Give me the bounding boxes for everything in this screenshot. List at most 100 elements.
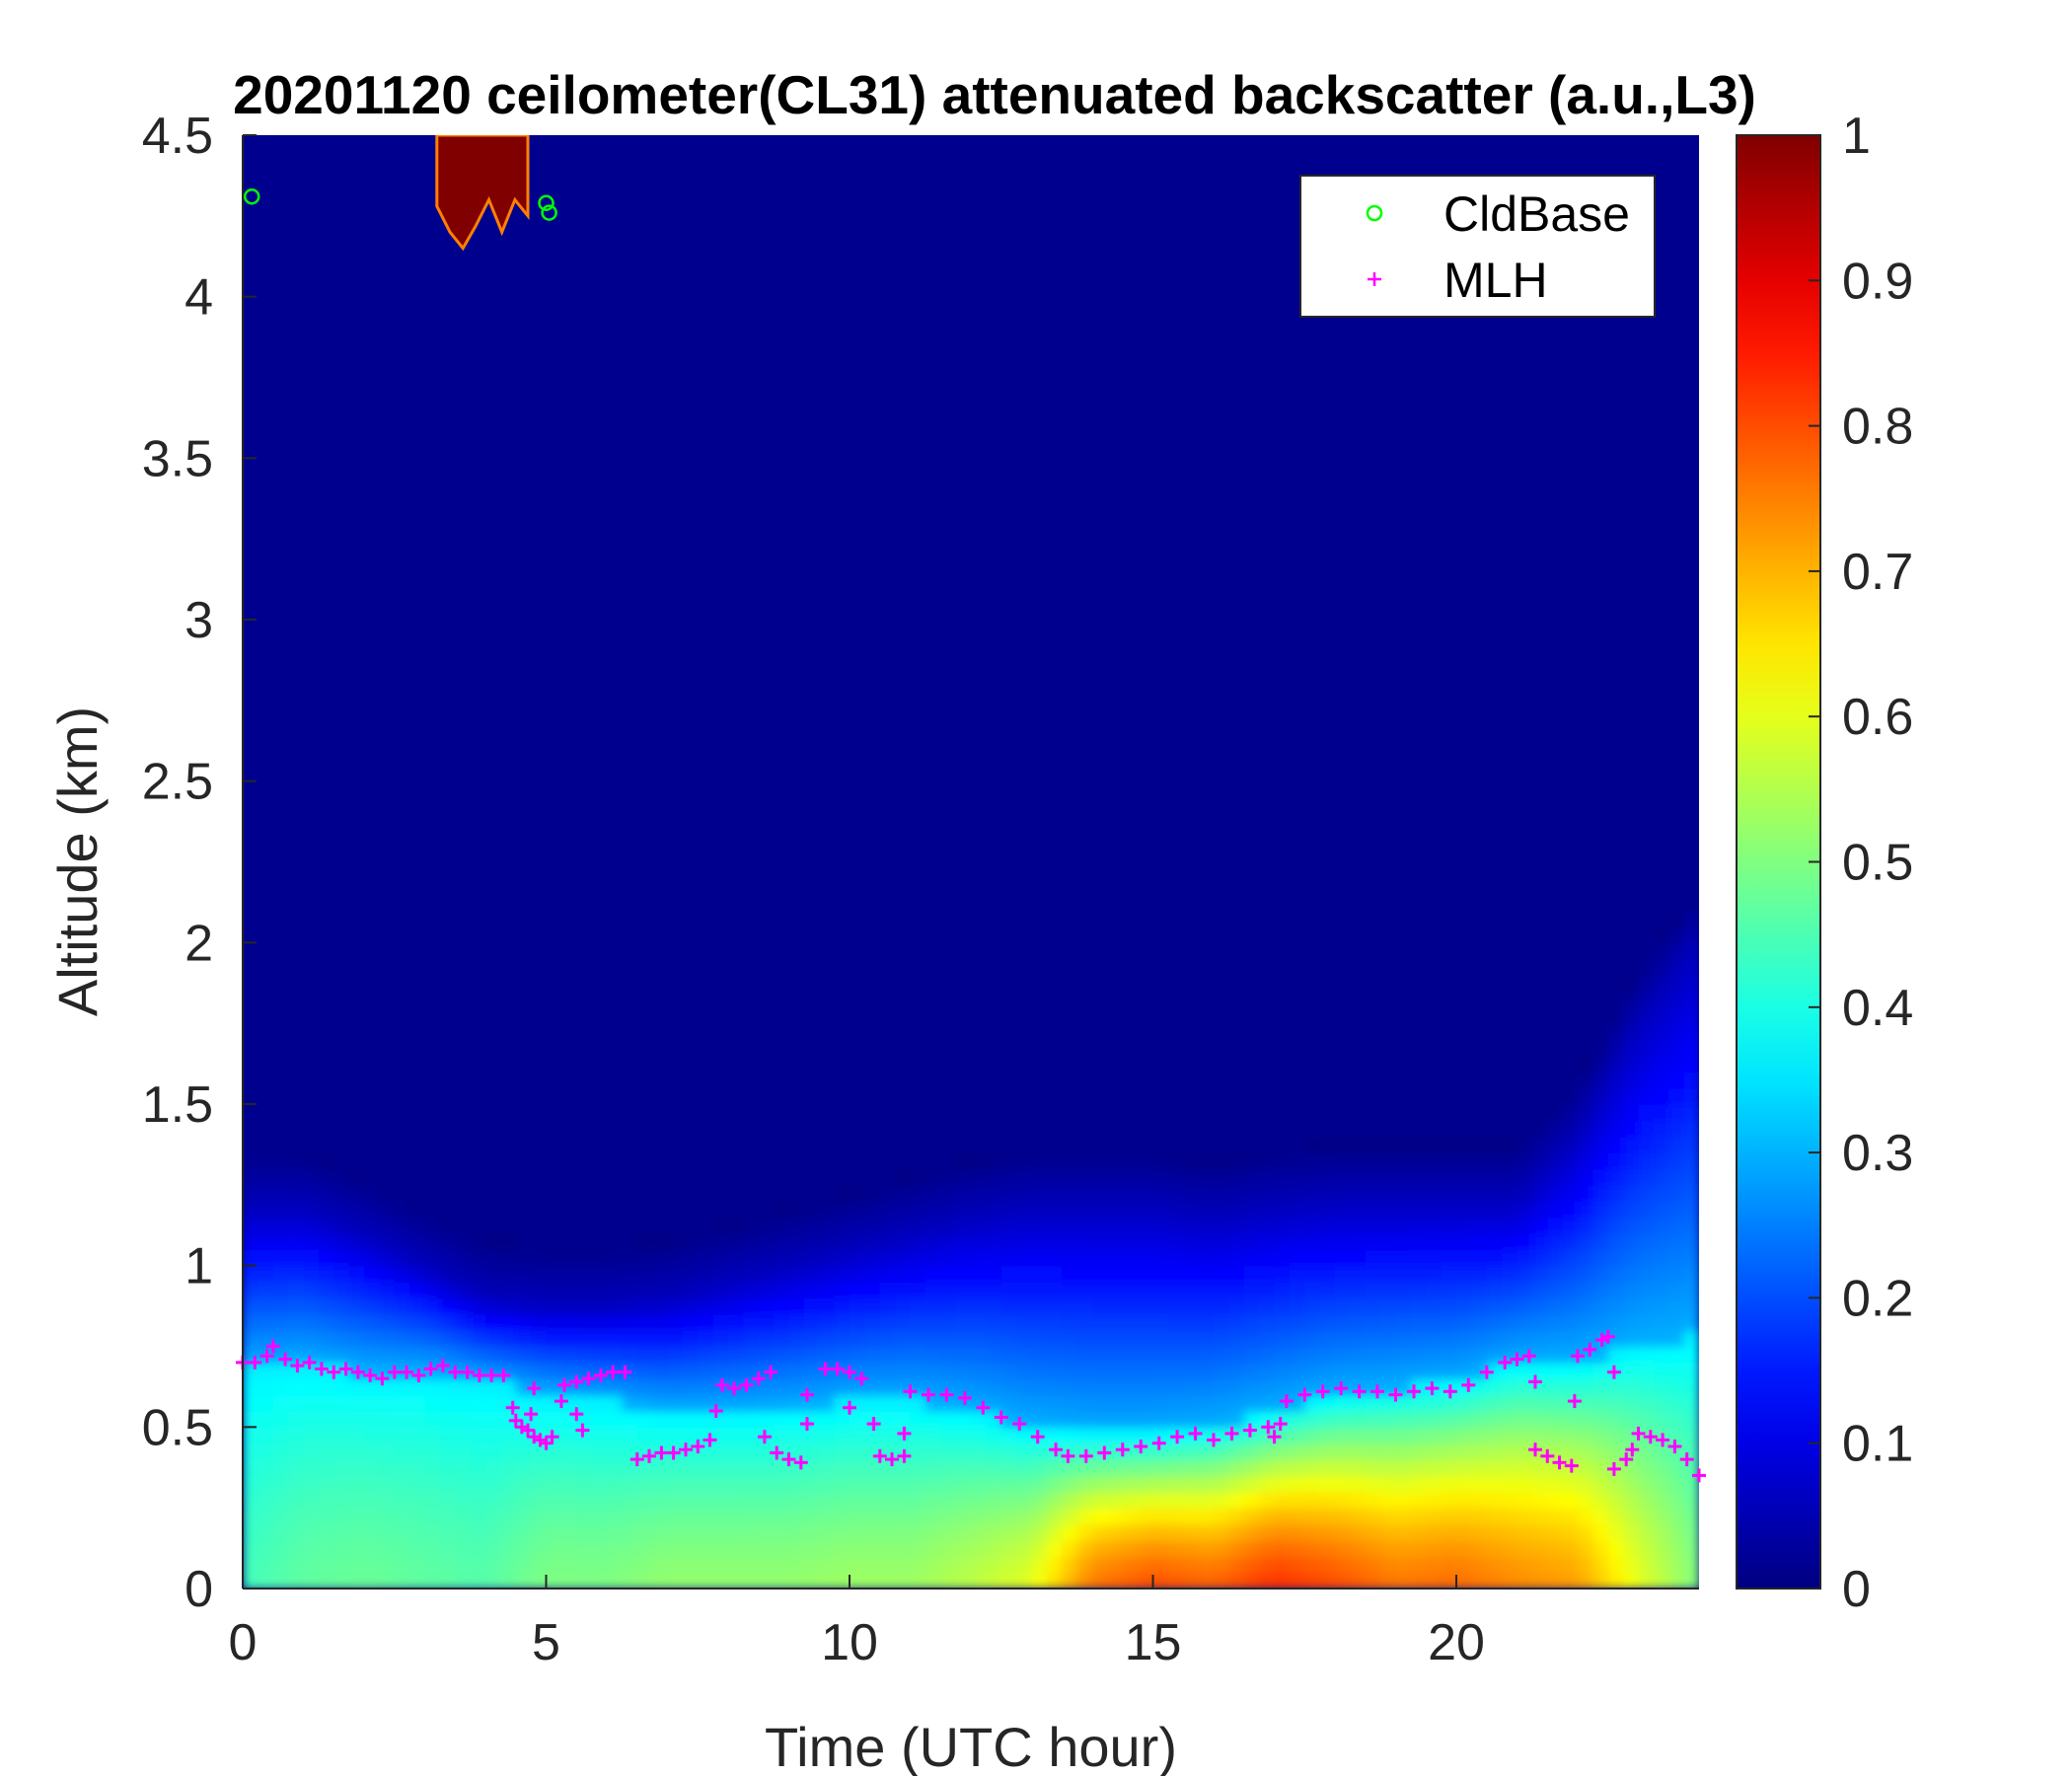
heatmap-cell: [636, 1508, 653, 1525]
heatmap-cell: [1000, 1443, 1017, 1460]
heatmap-cell: [318, 1282, 335, 1299]
heatmap-cell: [712, 1572, 729, 1589]
heatmap-cell: [1668, 1152, 1685, 1170]
heatmap-cell: [834, 1346, 851, 1364]
heatmap-cell: [1683, 1072, 1699, 1089]
heatmap-cell: [1076, 1249, 1093, 1267]
heatmap-cell: [1092, 1539, 1109, 1558]
heatmap-cell: [1547, 1282, 1564, 1299]
heatmap-cell: [1578, 1313, 1594, 1331]
heatmap-cell: [1076, 1217, 1093, 1234]
heatmap-cell: [819, 1232, 836, 1251]
heatmap-cell: [1547, 1265, 1564, 1283]
heatmap-cell: [1198, 1282, 1215, 1299]
heatmap-cell: [1274, 1411, 1291, 1429]
heatmap-cell: [1471, 1539, 1488, 1558]
heatmap-cell: [546, 1556, 562, 1574]
heatmap-cell: [1107, 1249, 1124, 1267]
heatmap-cell: [1410, 1346, 1428, 1364]
heatmap-cell: [743, 1572, 760, 1589]
mlh-point: [1567, 1394, 1582, 1409]
heatmap-cell: [698, 1232, 714, 1251]
heatmap-cell: [318, 1556, 335, 1574]
heatmap-cell: [636, 1249, 653, 1267]
heatmap-cell: [682, 1427, 700, 1444]
heatmap-cell: [1638, 1459, 1655, 1477]
mlh-point: [1315, 1384, 1330, 1399]
heatmap-cell: [712, 1346, 729, 1364]
heatmap-cell: [1152, 1184, 1169, 1202]
heatmap-cell: [439, 1313, 457, 1331]
heatmap-cell: [1335, 1232, 1352, 1251]
heatmap-cell: [774, 1330, 790, 1348]
heatmap-cell: [1198, 1249, 1215, 1267]
heatmap-cell: [1198, 1443, 1215, 1460]
heatmap-cell: [728, 1491, 745, 1509]
heatmap-cell: [834, 1201, 851, 1219]
heatmap-cell: [1183, 1249, 1200, 1267]
heatmap-cell: [803, 1572, 821, 1589]
heatmap-cell: [728, 1362, 745, 1380]
heatmap-cell: [1350, 1249, 1367, 1267]
heatmap-cell: [774, 1459, 790, 1477]
heatmap-cell: [470, 1265, 486, 1283]
heatmap-cell: [758, 1443, 775, 1460]
heatmap-cell: [243, 1152, 259, 1170]
mlh-point: [1352, 1384, 1367, 1399]
heatmap-cell: [910, 1346, 926, 1364]
heatmap-cell: [1562, 1491, 1579, 1509]
heatmap-cell: [1486, 1152, 1503, 1170]
heatmap-cell: [895, 1330, 912, 1348]
heatmap-cell: [1243, 1459, 1260, 1477]
heatmap-cell: [1653, 1459, 1670, 1477]
heatmap-cell: [515, 1394, 532, 1412]
heatmap-cell: [1607, 1023, 1624, 1041]
heatmap-cell: [1167, 1152, 1185, 1170]
heatmap-cell: [788, 1556, 805, 1574]
heatmap-cell: [1365, 1459, 1381, 1477]
heatmap-cell: [1531, 1249, 1549, 1267]
heatmap-cell: [1502, 1523, 1518, 1541]
heatmap-cell: [1471, 1459, 1488, 1477]
heatmap-cell: [622, 1475, 638, 1493]
heatmap-cell: [940, 1459, 957, 1477]
heatmap-cell: [1198, 1427, 1215, 1444]
heatmap-cell: [1000, 1362, 1017, 1380]
heatmap-cell: [1486, 1459, 1503, 1477]
heatmap-cell: [971, 1491, 988, 1509]
heatmap-cell: [1668, 1411, 1685, 1429]
heatmap-cell: [394, 1539, 410, 1558]
heatmap-cell: [455, 1475, 472, 1493]
heatmap-cell: [1198, 1362, 1215, 1380]
heatmap-cell: [485, 1346, 502, 1364]
heatmap-cell: [531, 1346, 548, 1364]
heatmap-cell: [409, 1556, 426, 1574]
heatmap-cell: [348, 1297, 365, 1315]
heatmap-cell: [1350, 1556, 1367, 1574]
heatmap-cell: [940, 1346, 957, 1364]
heatmap-cell: [1183, 1523, 1200, 1541]
heatmap-cell: [1395, 1362, 1412, 1380]
mlh-point: [448, 1365, 463, 1379]
heatmap-cell: [288, 1411, 305, 1429]
heatmap-cell: [272, 1330, 289, 1348]
heatmap-cell: [560, 1572, 578, 1589]
heatmap-cell: [758, 1523, 775, 1541]
heatmap-cell: [1653, 1055, 1670, 1073]
heatmap-cell: [803, 1217, 821, 1234]
mlh-point: [1656, 1433, 1670, 1447]
heatmap-cell: [500, 1297, 517, 1315]
mlh-point: [248, 1355, 262, 1369]
heatmap-cell: [485, 1265, 502, 1283]
heatmap-cell: [333, 1556, 350, 1574]
heatmap-cell: [971, 1330, 988, 1348]
heatmap-cell: [288, 1249, 305, 1267]
heatmap-cell: [803, 1297, 821, 1315]
heatmap-cell: [1607, 1491, 1624, 1509]
heatmap-cell: [394, 1282, 410, 1299]
mlh-point: [338, 1362, 353, 1376]
heatmap-cell: [743, 1282, 760, 1299]
heatmap-cell: [515, 1346, 532, 1364]
heatmap-cell: [819, 1572, 836, 1589]
heatmap-cell: [925, 1411, 942, 1429]
